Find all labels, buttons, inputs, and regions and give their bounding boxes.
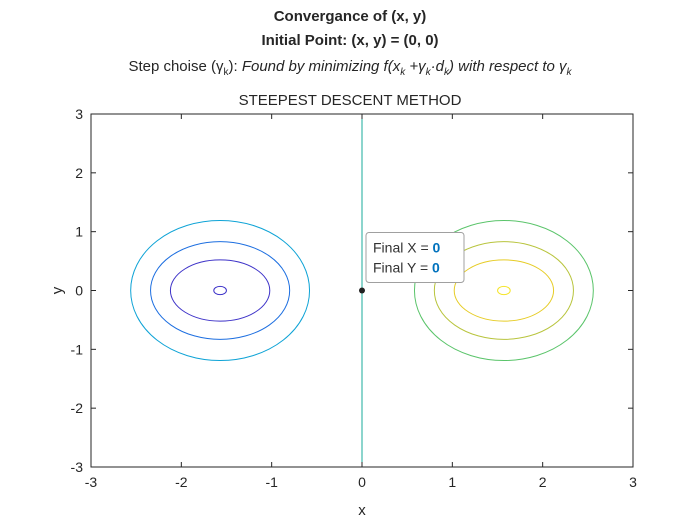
contour-level-4	[497, 285, 511, 296]
x-axis-label: x	[358, 502, 366, 519]
x-tick-label: 1	[448, 474, 456, 490]
contour-level-3	[130, 219, 311, 362]
datatip-y-text: Final Y = 0	[373, 260, 440, 276]
datatip-y-value: 0	[432, 260, 440, 276]
datatip-y-label: Final Y =	[373, 260, 432, 276]
subtitle-dot-d: ·d	[430, 58, 444, 75]
y-tick-label: -3	[71, 459, 84, 475]
subscript-k: k	[566, 67, 572, 78]
contour-level-1	[169, 259, 271, 322]
subtitle-italic-a: Found by minimizing f(x	[241, 58, 401, 75]
contour-level-0	[213, 285, 227, 296]
subscript-k: k	[425, 67, 431, 78]
contour-level-2	[150, 241, 291, 340]
chart-title-line-1: Convergance of (x, y)	[273, 8, 427, 25]
datatip[interactable]: Final X = 0 Final Y = 0	[365, 232, 465, 283]
y-tick-label: 0	[75, 283, 83, 299]
y-tick-label: 1	[75, 224, 83, 240]
subtitle-italic-c: ) with respect to	[449, 58, 560, 75]
x-tick-label: -2	[175, 474, 188, 490]
gamma-symbol: γ	[418, 58, 426, 75]
chart-subtitle: Step choise (γk): Found by minimizing f(…	[0, 58, 700, 78]
x-tick-label: -1	[265, 474, 278, 490]
axes-title: STEEPEST DESCENT METHOD	[238, 92, 462, 109]
subscript-k: k	[400, 67, 406, 78]
subtitle-mid: ):	[228, 58, 242, 75]
subtitle-prefix: Step choise (	[128, 58, 216, 75]
subtitle-italic-b: +	[405, 58, 419, 75]
gamma-symbol: γ	[559, 58, 567, 75]
y-axis-label: y	[49, 286, 66, 294]
y-tick-label: -1	[71, 341, 84, 357]
gamma-symbol: γ	[215, 58, 224, 75]
datatip-x-label: Final X =	[373, 240, 433, 256]
contour-level-5	[453, 259, 555, 322]
chart-title-line-2: Initial Point: (x, y) = (0, 0)	[261, 32, 439, 49]
y-tick-label: 3	[75, 106, 83, 122]
contour-lines	[130, 219, 594, 362]
x-tick-label: 2	[539, 474, 547, 490]
x-tick-label: 0	[358, 474, 366, 490]
datatip-x-value: 0	[433, 240, 441, 256]
y-tick-label: 2	[75, 165, 83, 181]
datatip-box	[365, 232, 465, 283]
axis-ticks: -3 -2 -1 0 1 2 3 -3 -2 -1 0 1 2 3	[71, 106, 638, 490]
subscript-k: k	[444, 67, 449, 78]
contour-level-6	[433, 241, 574, 340]
x-tick-label: -3	[85, 474, 98, 490]
datatip-x-text: Final X = 0	[373, 240, 441, 256]
subscript-k: k	[223, 67, 229, 78]
contour-level-7	[413, 219, 594, 362]
y-tick-label: -2	[71, 400, 84, 416]
final-point-marker[interactable]	[359, 287, 365, 294]
x-tick-label: 3	[629, 474, 637, 490]
